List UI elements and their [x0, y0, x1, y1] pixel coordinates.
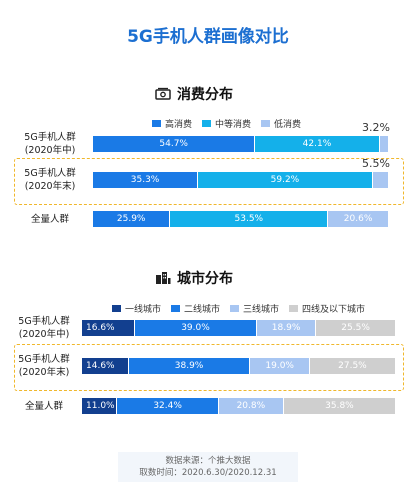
data-label: 59.2%: [270, 175, 300, 185]
bar-segment: 53.5%: [169, 211, 328, 227]
category-label: 全量人群: [24, 400, 63, 412]
legend-item: 一线城市: [112, 302, 161, 315]
stacked-bar: 14.6% 38.9% 19.0% 27.5%: [82, 358, 395, 374]
bar-segment: 19.0%: [249, 358, 309, 374]
page-title: 5G手机人群画像对比: [127, 27, 289, 47]
section-title: 城市分布: [177, 271, 233, 287]
data-label: 19.0%: [265, 361, 294, 371]
data-label: 39.0%: [181, 323, 210, 333]
category-label: 5G手机人群 (2020年末): [24, 168, 76, 192]
data-label: 20.6%: [343, 214, 373, 224]
legend-swatch: [171, 305, 181, 312]
legend-item: 三线城市: [230, 302, 279, 315]
bar-segment: 16.6%: [82, 320, 134, 336]
bar-segment: 14.6%: [82, 358, 128, 374]
legend-label: 中等消费: [215, 120, 252, 130]
stacked-bar: 54.7% 42.1% 3.2%: [93, 121, 390, 152]
bar-segment: 27.5%: [308, 358, 395, 374]
bar-segment: 5.5%: [362, 157, 390, 188]
section-consumption-header: 消费分布: [155, 84, 233, 104]
bar-segment: 20.6%: [327, 211, 388, 227]
bar-segment: 18.9%: [256, 320, 316, 336]
bar-segment: 59.2%: [197, 172, 372, 188]
bar-segment: 25.9%: [93, 211, 170, 227]
bar-segment: 38.9%: [127, 358, 250, 374]
data-label: 42.1%: [302, 139, 332, 149]
data-label: 35.3%: [130, 175, 160, 185]
highlight-box: [14, 158, 404, 205]
data-label: 38.9%: [174, 361, 204, 371]
bar-segment: 11.0%: [82, 398, 117, 414]
data-period: 取数时间：2020.6.30/2020.12.31: [139, 468, 277, 478]
legend-item: 低消费: [261, 117, 301, 130]
legend-swatch: [202, 120, 212, 127]
city-icon: [156, 272, 171, 284]
bar-segment: 3.2%: [362, 121, 390, 152]
legend-label: 二线城市: [184, 305, 221, 315]
stacked-bar: 16.6% 39.0% 18.9% 25.5%: [82, 320, 395, 336]
legend-item: 高消费: [152, 117, 192, 130]
data-label: 35.8%: [325, 401, 354, 411]
stacked-bar: 11.0% 32.4% 20.8% 35.8%: [82, 398, 395, 414]
category-label: 5G手机人群 (2020年末): [18, 354, 70, 378]
data-label: 3.2%: [362, 121, 390, 134]
data-label: 53.5%: [234, 214, 264, 224]
data-label: 11.0%: [86, 401, 115, 411]
category-label: 5G手机人群 (2020年中): [24, 132, 76, 156]
legend-swatch: [112, 305, 121, 312]
data-label: 20.8%: [236, 401, 266, 411]
bar-segment: 35.3%: [93, 172, 198, 188]
footer-background: [118, 452, 298, 482]
data-label: 5.5%: [362, 157, 390, 170]
data-label: 54.7%: [159, 139, 188, 149]
legend-swatch: [230, 305, 240, 312]
legend-item: 中等消费: [202, 117, 251, 130]
data-label: 25.9%: [116, 214, 146, 224]
data-label: 14.6%: [86, 361, 115, 371]
bar-segment: 32.4%: [116, 398, 218, 414]
category-label: 5G手机人群 (2020年中): [18, 316, 70, 340]
data-label: 25.5%: [341, 323, 370, 333]
legend-item: 二线城市: [171, 302, 220, 315]
section-title: 消费分布: [177, 87, 233, 103]
legend-swatch: [152, 120, 161, 127]
bar-segment: 39.0%: [133, 320, 257, 336]
data-label: 16.6%: [86, 323, 115, 333]
legend-label: 一线城市: [125, 305, 162, 315]
category-label: 全量人群: [30, 213, 69, 225]
bar-segment: 35.8%: [282, 398, 395, 414]
stacked-bar: 35.3% 59.2% 5.5%: [93, 157, 390, 188]
legend-swatch: [289, 305, 299, 312]
footer: 数据来源：个推大数据 取数时间：2020.6.30/2020.12.31: [0, 455, 416, 479]
legend: 一线城市 二线城市 三线城市 四线及以下城市: [112, 302, 375, 315]
data-label: 18.9%: [271, 323, 301, 333]
bar-segment: 54.7%: [93, 136, 255, 152]
bar-segment: 42.1%: [254, 136, 379, 152]
legend-label: 高消费: [165, 120, 193, 130]
data-label: 27.5%: [338, 361, 367, 371]
legend: 高消费 中等消费 低消费: [152, 117, 311, 130]
highlight-box: [14, 344, 404, 391]
legend-label: 四线及以下城市: [302, 305, 366, 315]
legend-label: 三线城市: [243, 305, 280, 315]
bar-segment: 20.8%: [217, 398, 283, 414]
legend-label: 低消费: [274, 120, 302, 130]
data-source: 数据来源：个推大数据: [165, 456, 251, 466]
data-label: 32.4%: [153, 401, 182, 411]
bar-segment: 25.5%: [315, 320, 395, 336]
legend-item: 四线及以下城市: [289, 302, 365, 315]
legend-swatch: [261, 120, 271, 127]
money-icon: [155, 87, 171, 100]
section-city-header: 城市分布: [155, 268, 233, 288]
stacked-bar: 25.9% 53.5% 20.6%: [93, 211, 388, 227]
